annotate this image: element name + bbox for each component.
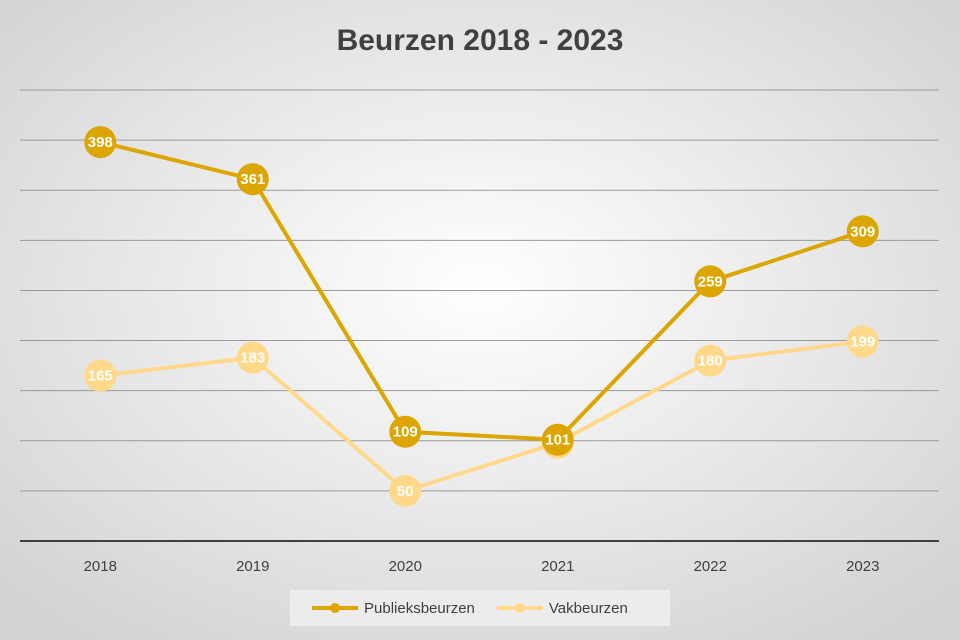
legend-label: Publieksbeurzen xyxy=(364,600,475,617)
data-label: 109 xyxy=(393,424,418,441)
marker xyxy=(541,423,574,456)
legend-label: Vakbeurzen xyxy=(549,600,628,617)
data-label: 199 xyxy=(850,334,875,351)
marker xyxy=(84,126,117,159)
marker xyxy=(846,325,879,358)
data-label: 259 xyxy=(698,273,723,290)
legend-marker xyxy=(514,603,525,613)
x-tick-label: 2023 xyxy=(846,558,879,575)
marker xyxy=(694,344,727,377)
data-label: 180 xyxy=(698,353,723,370)
x-tick-label: 2018 xyxy=(84,558,117,575)
data-label: 309 xyxy=(850,223,875,240)
marker xyxy=(236,341,269,374)
data-label: 165 xyxy=(88,368,113,385)
marker xyxy=(694,265,727,298)
data-label: 101 xyxy=(545,432,570,449)
x-tick-label: 2019 xyxy=(236,558,269,575)
line xyxy=(99,140,864,442)
marker xyxy=(846,215,879,248)
marker xyxy=(389,415,422,448)
plot: 1651835098180199398361109101259309 xyxy=(84,126,879,507)
line xyxy=(100,339,863,494)
marker xyxy=(389,474,422,507)
chart-title: Beurzen 2018 - 2023 xyxy=(337,24,624,57)
legend-marker xyxy=(330,603,340,613)
data-label: 50 xyxy=(397,483,414,500)
data-label: 361 xyxy=(240,171,265,188)
data-label: 183 xyxy=(240,350,265,367)
data-label: 398 xyxy=(88,134,113,151)
marker xyxy=(84,359,117,392)
x-tick-label: 2021 xyxy=(541,558,574,575)
x-tick-label: 2020 xyxy=(389,558,422,575)
x-tick-label: 2022 xyxy=(694,558,727,575)
grid xyxy=(20,89,939,542)
marker xyxy=(236,163,269,196)
